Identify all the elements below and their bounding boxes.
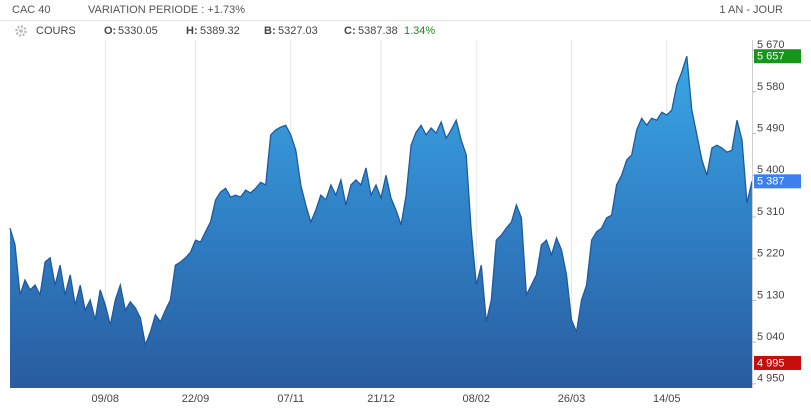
value-badge-box	[754, 355, 801, 370]
x-tick-label: 26/03	[558, 393, 586, 405]
settings-icon[interactable]	[15, 25, 27, 37]
value-badge: 5 387	[754, 174, 801, 189]
value-badge-box	[754, 174, 801, 189]
open-value: 5330.05	[118, 25, 158, 37]
y-tick-label: 5 220	[757, 248, 785, 260]
y-tick-label: 5 130	[757, 289, 785, 301]
low-label: B:	[264, 25, 276, 37]
area	[10, 56, 752, 388]
y-tick-label: 5 400	[757, 164, 785, 176]
chart-title: CAC 40	[12, 4, 51, 16]
low-value: 5327.03	[278, 25, 318, 37]
x-tick-label: 14/05	[653, 393, 681, 405]
y-tick-label: 5 040	[757, 331, 785, 343]
x-tick-label: 22/09	[182, 393, 210, 405]
value-badge-label: 5 657	[757, 51, 785, 63]
value-badge: 5 657	[754, 49, 801, 64]
value-badge-box	[754, 49, 801, 64]
change-value: 1.34%	[404, 25, 435, 37]
period-selector[interactable]: 1 AN - JOUR	[719, 4, 783, 16]
value-badge-label: 4 995	[757, 357, 785, 369]
close-value: 5387.38	[358, 25, 398, 37]
line	[9, 56, 753, 348]
high-label: H:	[186, 25, 198, 37]
y-tick-label: 5 580	[757, 81, 785, 93]
series-label: COURS	[36, 25, 76, 37]
x-tick-label: 08/02	[462, 393, 490, 405]
y-tick-label: 5 670	[757, 39, 785, 51]
open-label: O:	[104, 25, 116, 37]
value-badge: 4 995	[754, 355, 801, 370]
chart-subtitle: VARIATION PERIODE : +1.73%	[88, 4, 245, 16]
y-tick-label: 5 490	[757, 123, 785, 135]
high-value: 5389.32	[200, 25, 240, 37]
x-tick-label: 21/12	[367, 393, 395, 405]
value-badge-label: 5 387	[757, 176, 785, 188]
x-tick-label: 09/08	[91, 393, 119, 405]
y-tick-label: 4 950	[757, 373, 785, 385]
x-tick-label: 07/11	[277, 393, 304, 405]
close-label: C:	[344, 25, 356, 37]
y-tick-label: 5 310	[757, 206, 785, 218]
